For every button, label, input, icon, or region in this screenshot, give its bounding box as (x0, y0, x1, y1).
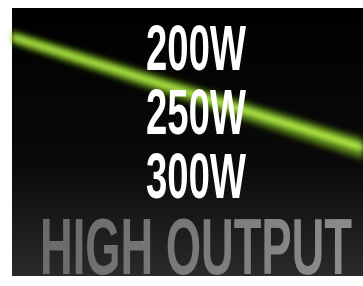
banner: 200W 250W 300W HIGH OUTPUT (0, 0, 363, 286)
tagline: HIGH OUTPUT (40, 202, 352, 286)
wattage-line: 200W (146, 12, 246, 84)
wattage-line: 250W (146, 76, 246, 148)
page: 200W 250W 300W HIGH OUTPUT (() => { cons… (0, 0, 363, 286)
